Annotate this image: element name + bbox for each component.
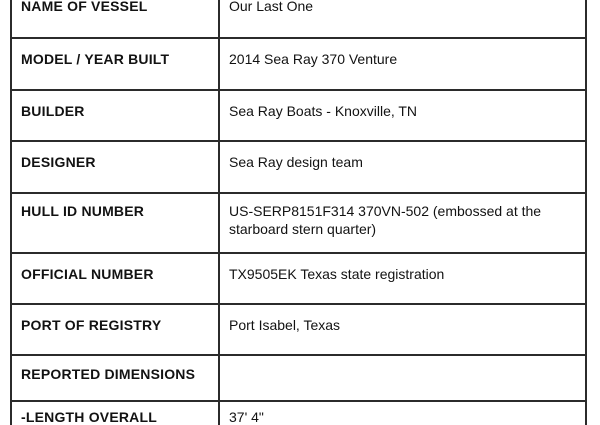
row-label: -LENGTH OVERALL — [10, 400, 220, 425]
row-hull-id-number: HULL ID NUMBER US-SERP8151F314 370VN-502… — [10, 192, 587, 254]
vessel-spec-table: NAME OF VESSEL Our Last One MODEL / YEAR… — [10, 0, 587, 425]
row-value: Sea Ray design team — [218, 140, 587, 194]
row-value: Our Last One — [218, 0, 587, 39]
row-label: DESIGNER — [10, 140, 220, 194]
row-value: Sea Ray Boats - Knoxville, TN — [218, 89, 587, 142]
row-designer: DESIGNER Sea Ray design team — [10, 140, 587, 194]
row-label: MODEL / YEAR BUILT — [10, 37, 220, 91]
row-value: 2014 Sea Ray 370 Venture — [218, 37, 587, 91]
row-reported-dimensions: REPORTED DIMENSIONS — [10, 354, 587, 402]
row-name-of-vessel: NAME OF VESSEL Our Last One — [10, 0, 587, 39]
row-length-overall: -LENGTH OVERALL 37' 4" — [10, 400, 587, 425]
row-builder: BUILDER Sea Ray Boats - Knoxville, TN — [10, 89, 587, 142]
row-value — [218, 354, 587, 402]
row-value: 37' 4" — [218, 400, 587, 425]
row-port-of-registry: PORT OF REGISTRY Port Isabel, Texas — [10, 303, 587, 356]
row-label: REPORTED DIMENSIONS — [10, 354, 220, 402]
row-label: HULL ID NUMBER — [10, 192, 220, 254]
row-label: OFFICIAL NUMBER — [10, 252, 220, 305]
row-label: NAME OF VESSEL — [10, 0, 220, 39]
row-value: TX9505EK Texas state registration — [218, 252, 587, 305]
row-value: Port Isabel, Texas — [218, 303, 587, 356]
row-official-number: OFFICIAL NUMBER TX9505EK Texas state reg… — [10, 252, 587, 305]
row-value: US-SERP8151F314 370VN-502 (embossed at t… — [218, 192, 587, 254]
row-label: BUILDER — [10, 89, 220, 142]
row-model-year-built: MODEL / YEAR BUILT 2014 Sea Ray 370 Vent… — [10, 37, 587, 91]
row-label: PORT OF REGISTRY — [10, 303, 220, 356]
